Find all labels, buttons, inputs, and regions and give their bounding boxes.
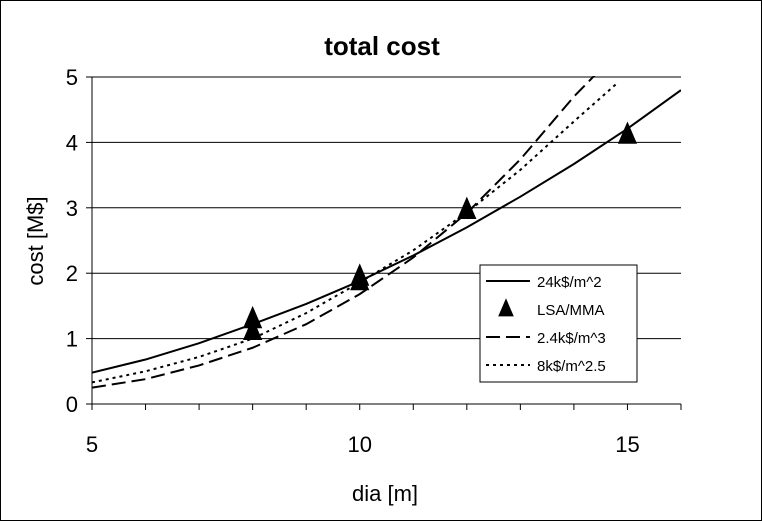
series-line-3 — [92, 82, 618, 384]
legend-marker-1 — [498, 298, 514, 317]
y-tick-label-1: 1 — [66, 327, 78, 352]
x-tick-label-5: 5 — [86, 432, 98, 457]
marker-point-1 — [243, 317, 263, 340]
x-tick-label-15: 15 — [615, 432, 639, 457]
series-line-2 — [92, 76, 596, 389]
y-axis-label: cost [M$] — [23, 196, 48, 285]
y-tick-label-5: 5 — [66, 65, 78, 90]
legend-label-1: LSA/MMA — [537, 302, 605, 319]
series-line-0 — [92, 89, 681, 374]
x-axis-label: dia [m] — [352, 481, 418, 506]
legend-box — [479, 264, 638, 383]
series-2 — [92, 76, 596, 389]
series-0 — [92, 89, 681, 374]
marker-point-0 — [243, 305, 263, 329]
x-tick-label-10: 10 — [347, 432, 371, 457]
legend-label-2: 2.4k$/m^3 — [537, 330, 606, 347]
marker-point-5 — [617, 121, 638, 144]
y-tick-label-2: 2 — [66, 261, 78, 286]
legend-label-0: 24k$/m^2 — [537, 274, 602, 291]
series-3 — [92, 82, 618, 384]
y-tick-label-0: 0 — [66, 392, 78, 417]
legend-label-3: 8k$/m^2.5 — [537, 358, 606, 375]
marker-point-4 — [457, 196, 477, 219]
legend: 24k$/m^2 LSA/MMA 2.4k$/m^3 8k$/m^2.5 — [479, 264, 638, 383]
y-tick-label-3: 3 — [66, 196, 78, 221]
y-tick-label-4: 4 — [66, 130, 78, 155]
axis-layer: 0 1 2 3 4 5 5 10 15 — [66, 65, 682, 457]
series-layer — [92, 76, 681, 389]
chart-title: total cost — [324, 31, 440, 61]
